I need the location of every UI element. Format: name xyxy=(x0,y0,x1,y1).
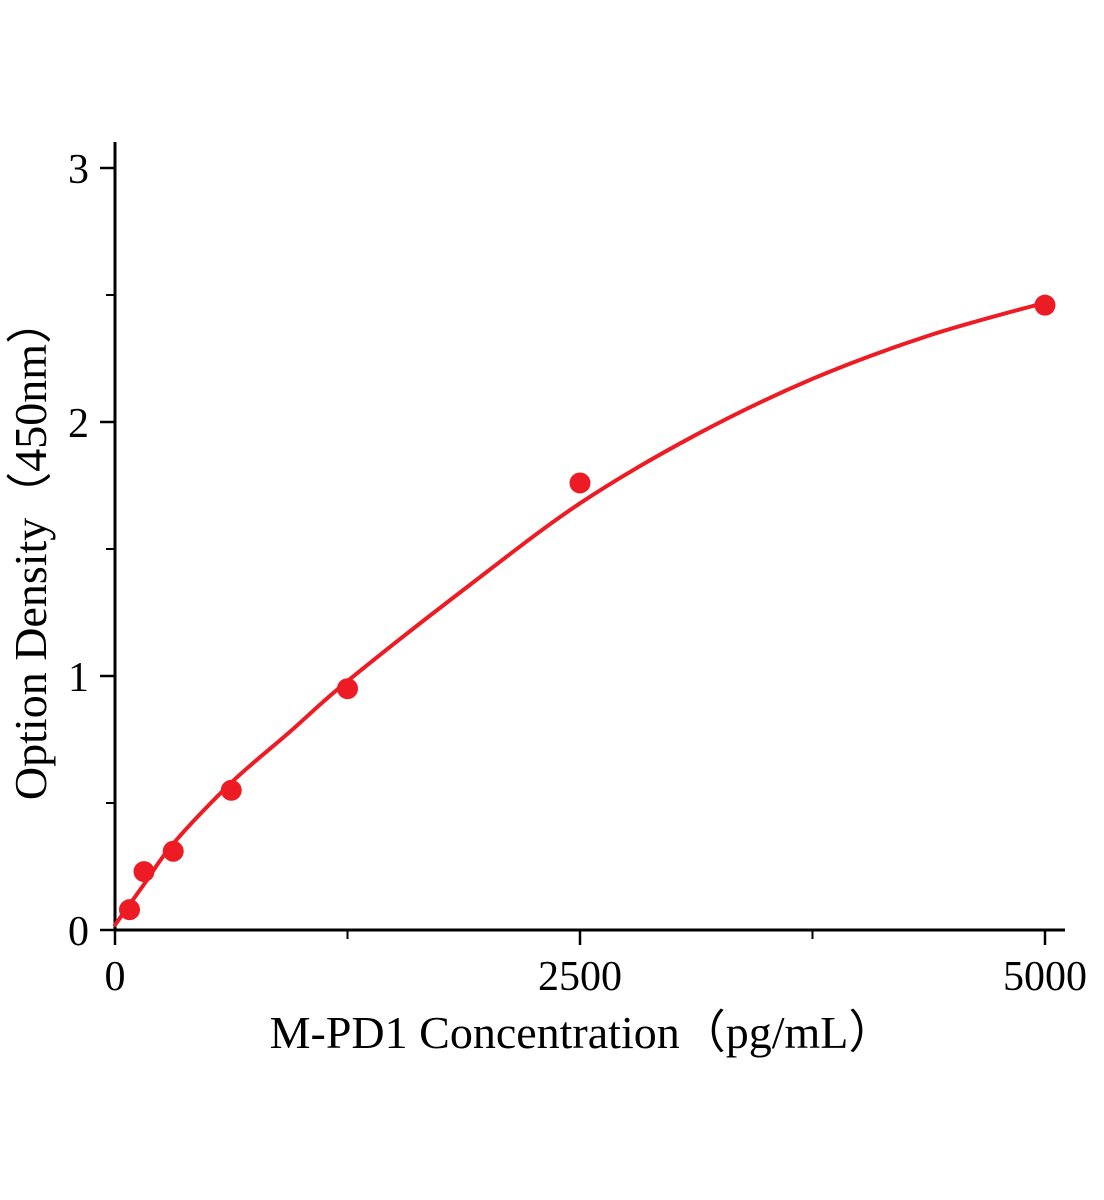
y-tick-label: 1 xyxy=(68,655,89,701)
data-point xyxy=(220,779,242,801)
x-axis-title: M-PD1 Concentration（pg/mL） xyxy=(270,1007,895,1058)
data-point xyxy=(1034,294,1056,316)
y-tick-label: 0 xyxy=(68,909,89,955)
data-point xyxy=(119,899,141,921)
data-point xyxy=(162,840,184,862)
plot-area: 0 1 2 3 0 2500 5000 xyxy=(68,142,1087,1000)
fit-curve xyxy=(113,300,1047,927)
y-tick-label: 3 xyxy=(68,147,89,193)
data-point xyxy=(133,861,155,883)
x-tick-label: 5000 xyxy=(1003,954,1087,1000)
x-tick-label: 2500 xyxy=(538,954,622,1000)
y-axis-title: Option Density（450nm） xyxy=(5,298,56,800)
y-tick-label: 2 xyxy=(68,401,89,447)
data-point xyxy=(569,472,591,494)
x-tick-label: 0 xyxy=(105,954,126,1000)
data-point xyxy=(337,678,358,700)
